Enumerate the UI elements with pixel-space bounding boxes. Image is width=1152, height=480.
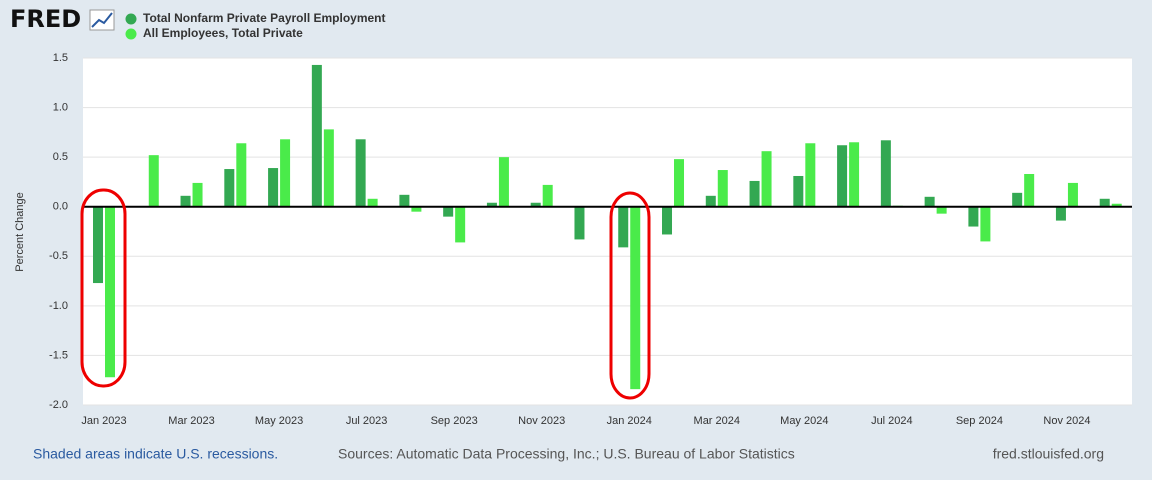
y-tick-label: -1.0 [49,300,68,312]
bar [224,169,235,207]
bar [236,143,247,207]
x-tick-label: Jan 2024 [607,415,652,427]
bar [1099,198,1110,207]
y-tick-label: 0.5 [53,151,68,163]
bar [1012,192,1023,207]
highlight-ellipse [80,188,127,388]
site-url: fred.stlouisfed.org [993,446,1104,462]
bar [443,206,454,217]
bar [717,170,728,207]
bar [880,140,891,207]
y-tick-label: 0.0 [53,201,68,213]
recession-note[interactable]: Shaded areas indicate U.S. recessions. [33,446,278,462]
bar [805,143,816,207]
x-tick-label: Nov 2024 [1043,415,1090,427]
bar [674,159,685,207]
bar [1111,203,1122,207]
bar [837,145,848,207]
legend-label: Total Nonfarm Private Payroll Employment [143,11,386,25]
x-tick-label: Sep 2023 [431,415,478,427]
bar [268,168,279,207]
bar [280,139,291,207]
y-axis-title: Percent Change [14,192,26,272]
bar [192,182,203,207]
y-tick-label: -0.5 [49,250,68,262]
bar [93,206,103,284]
legend-marker [125,13,137,25]
x-tick-label: May 2024 [780,415,828,427]
x-tick-label: Jul 2024 [871,415,913,427]
bar [662,206,673,235]
sources: Sources: Automatic Data Processing, Inc.… [338,446,795,462]
x-tick-label: Jul 2023 [346,415,388,427]
bar [705,195,716,207]
bar [486,202,497,207]
legend-label: All Employees, Total Private [143,26,303,40]
bar [367,198,378,207]
x-tick-label: Sep 2024 [956,415,1003,427]
bar [105,206,115,378]
bar [936,206,947,214]
y-tick-label: -1.5 [49,349,68,361]
bar [498,157,509,207]
highlight-ellipse [609,191,651,400]
x-tick-label: May 2023 [255,415,303,427]
bar [355,139,366,207]
x-tick-label: Jan 2023 [81,415,126,427]
bar [1024,173,1035,207]
bar [761,151,772,207]
bar [1067,182,1078,207]
bar [148,155,159,207]
bar [849,142,860,207]
bar [323,129,334,207]
y-tick-label: 1.5 [53,52,68,64]
bar [455,206,466,243]
bar [924,196,935,207]
bar [980,206,991,242]
bar [1055,206,1066,221]
bar [793,175,804,207]
bar [574,206,585,240]
bar [749,180,760,207]
logo-icon [89,9,115,31]
x-tick-label: Nov 2023 [518,415,565,427]
bar [311,64,322,207]
bar [542,184,553,207]
bar [630,206,641,390]
bar [180,195,191,207]
y-tick-label: -2.0 [49,399,68,411]
bar [968,206,979,227]
bar [618,206,629,248]
x-tick-label: Mar 2023 [168,415,214,427]
logo: FRED [10,5,81,33]
bar [530,202,541,207]
y-tick-label: 1.0 [53,101,68,113]
plot-area [83,58,1132,405]
x-tick-label: Mar 2024 [694,415,740,427]
bar [411,206,422,212]
bar [399,194,410,207]
legend-marker [125,28,137,40]
